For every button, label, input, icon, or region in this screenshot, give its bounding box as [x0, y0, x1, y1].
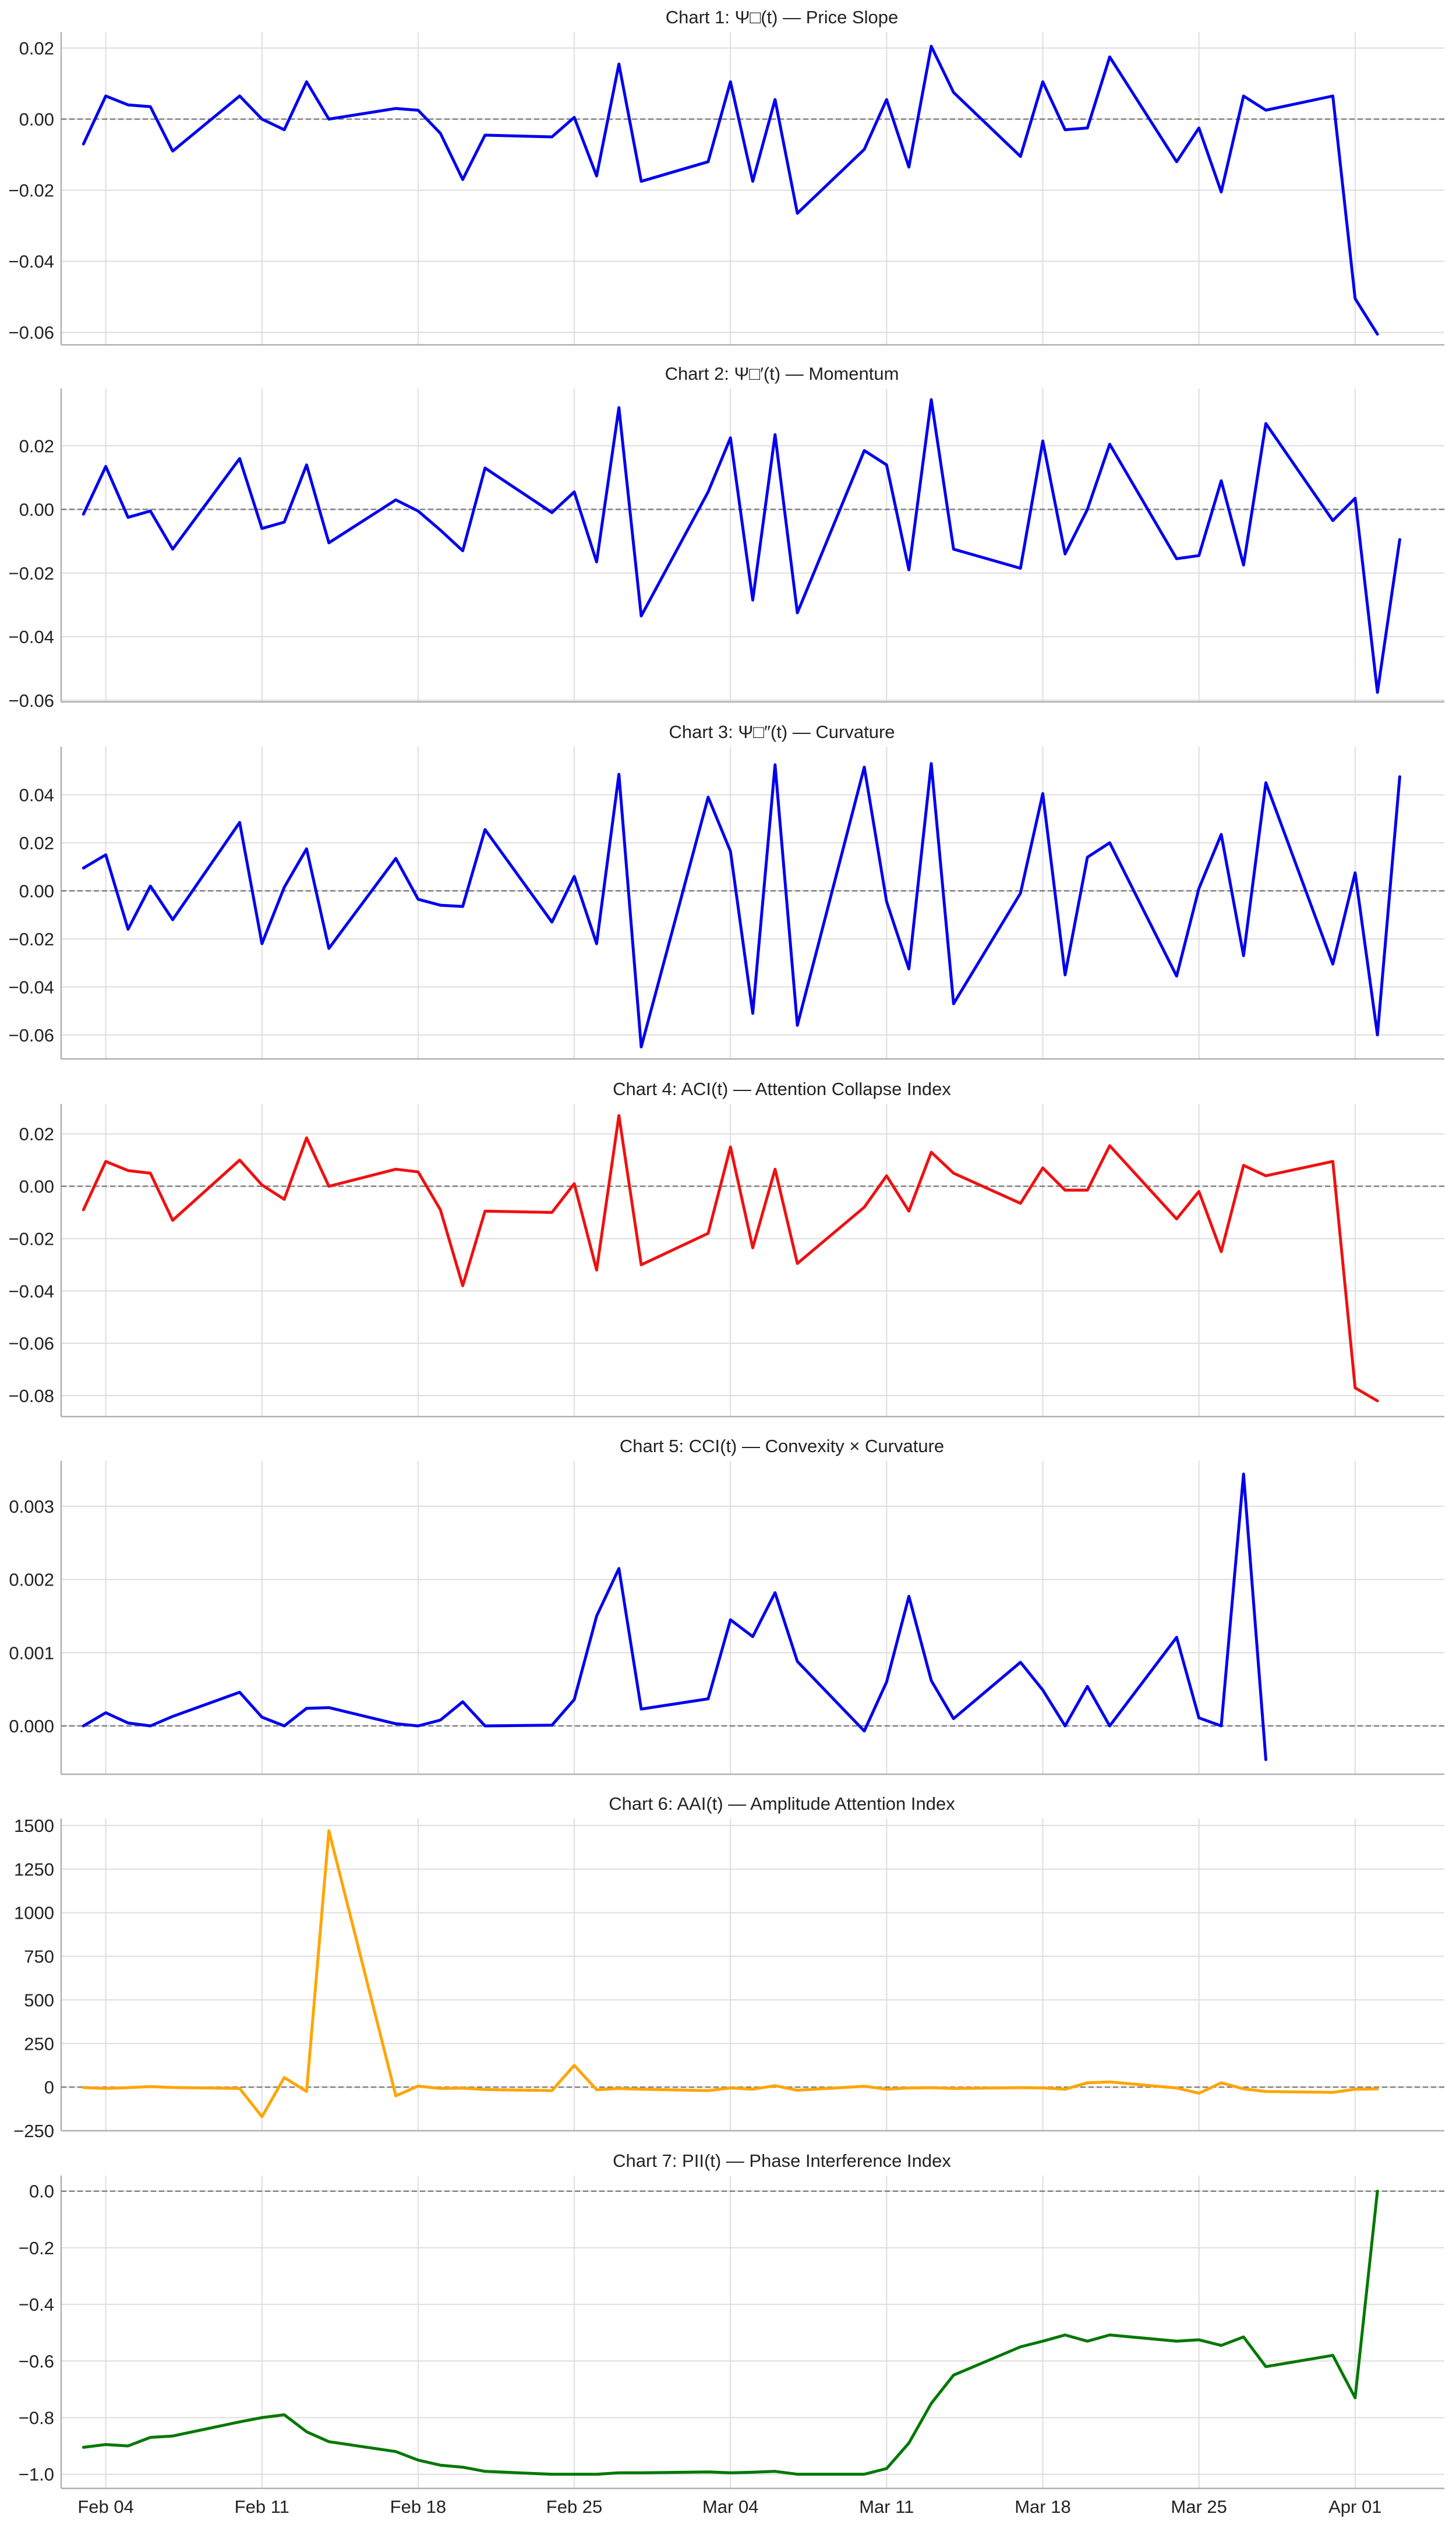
chart-5: 0.000 0.001 0.002 0.003 Chart 5: CCI(t) — Co… — [9, 1436, 1444, 1775]
y-tick-label: 0.0 — [29, 2181, 54, 2202]
y-tick-label: −0.04 — [9, 1281, 54, 1301]
y-tick-label: 0.001 — [9, 1643, 54, 1663]
y-tick-label: −250 — [13, 2121, 54, 2141]
y-tick-label: −0.2 — [19, 2238, 54, 2258]
series-line — [82, 2190, 1379, 2476]
y-tick-label: 0.00 — [19, 110, 54, 130]
y-tick-label: 750 — [24, 1947, 54, 1967]
y-tick-label: −0.08 — [9, 1386, 54, 1406]
x-tick-label: Mar 11 — [859, 2497, 914, 2517]
y-tick-label: 0.02 — [19, 436, 54, 456]
y-tick-label: −0.02 — [9, 181, 54, 201]
y-tick-label: −0.02 — [9, 929, 54, 949]
chart-title: Chart 2: Ψ□′(t) — Momentum — [665, 363, 899, 384]
x-tick-label: Feb 11 — [235, 2497, 289, 2517]
x-tick-label: Mar 18 — [1015, 2497, 1070, 2517]
y-tick-label: 1000 — [14, 1903, 54, 1923]
y-tick-label: −0.04 — [9, 252, 54, 272]
y-tick-label: −0.6 — [19, 2351, 54, 2371]
y-tick-label: 0.003 — [9, 1496, 54, 1517]
series-line — [82, 44, 1379, 336]
chart-title: Chart 7: PII(t) — Phase Interference Ind… — [613, 2151, 951, 2171]
x-tick-label: Feb 25 — [546, 2497, 603, 2517]
y-tick-label: −0.04 — [9, 627, 54, 647]
chart-title: Chart 4: ACI(t) — Attention Collapse Ind… — [613, 1079, 951, 1099]
chart-7: −1.0 −0.8 −0.6 −0.4 −0.2 0.0 Chart 7: PII(t) —… — [19, 2151, 1444, 2490]
x-tick-label: Feb 04 — [77, 2497, 134, 2517]
x-tick-label: Feb 18 — [390, 2497, 447, 2517]
chart-6: −250 0 250 500 750 1000 1250 1500 Chart 6: AAI(t… — [13, 1793, 1444, 2141]
y-tick-label: 0.02 — [19, 1124, 54, 1145]
y-tick-label: 1500 — [14, 1816, 54, 1836]
y-tick-label: −0.06 — [9, 323, 54, 343]
chart-title: Chart 3: Ψ□″(t) — Curvature — [669, 722, 895, 742]
y-tick-label: 0.00 — [19, 1177, 54, 1197]
y-tick-label: −1.0 — [19, 2464, 54, 2485]
chart-title: Chart 1: Ψ□(t) — Price Slope — [666, 7, 899, 27]
y-tick-label: 0.000 — [9, 1716, 54, 1736]
series-line — [82, 1114, 1379, 1403]
y-tick-label: −0.04 — [9, 977, 54, 997]
x-tick-label: Apr 01 — [1328, 2497, 1381, 2517]
y-tick-label: 0 — [44, 2077, 54, 2098]
y-tick-label: −0.06 — [9, 690, 54, 711]
y-tick-label: 1250 — [14, 1859, 54, 1880]
y-tick-label: 0.00 — [19, 881, 54, 901]
chart-4: −0.08 −0.06 −0.04 −0.02 0.00 0.02 Chart 4: ACI… — [9, 1079, 1444, 1418]
y-tick-label: 0.00 — [19, 500, 54, 520]
chart-title: Chart 6: AAI(t) — Amplitude Attention In… — [609, 1793, 955, 1814]
series-line — [82, 398, 1401, 694]
y-tick-label: 0.02 — [19, 38, 54, 58]
y-tick-label: −0.8 — [19, 2408, 54, 2428]
y-tick-label: 250 — [24, 2033, 54, 2054]
series-line — [82, 1473, 1267, 1761]
y-tick-label: −0.4 — [19, 2294, 54, 2315]
y-tick-label: −0.06 — [9, 1025, 54, 1046]
y-tick-label: −0.02 — [9, 563, 54, 584]
y-tick-label: −0.02 — [9, 1228, 54, 1249]
chart-3: −0.06 −0.04 −0.02 0.00 0.02 0.04 Chart 3: Ψ□″(… — [9, 722, 1444, 1060]
series-line — [82, 762, 1401, 1048]
x-tick-label: Mar 25 — [1171, 2497, 1227, 2517]
y-tick-label: 0.002 — [9, 1570, 54, 1590]
chart-2: −0.06 −0.04 −0.02 0.00 0.02 Chart 2: Ψ□′(t) —… — [9, 363, 1444, 711]
y-tick-label: 0.02 — [19, 833, 54, 853]
x-tick-label: Mar 04 — [702, 2497, 758, 2517]
chart-title: Chart 5: CCI(t) — Convexity × Curvature — [620, 1436, 944, 1456]
series-line — [82, 1829, 1379, 2119]
y-tick-label: 0.04 — [19, 785, 54, 805]
chart-1: −0.06 −0.04 −0.02 0.00 0.02 Chart 1: Ψ□(t) — … — [9, 7, 1444, 346]
y-tick-label: 500 — [24, 1990, 54, 2010]
y-tick-label: −0.06 — [9, 1333, 54, 1354]
